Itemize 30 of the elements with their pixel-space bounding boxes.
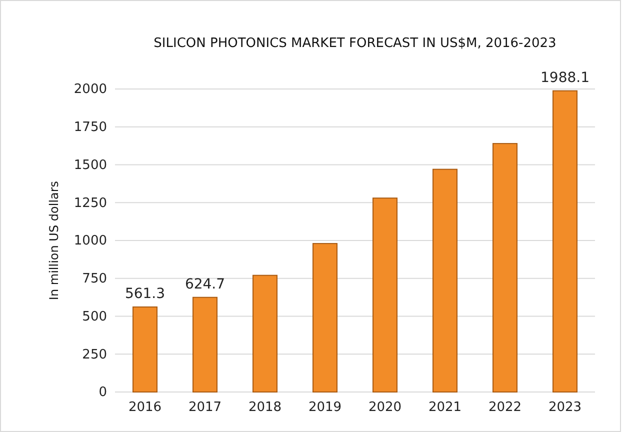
- bar: [312, 243, 338, 392]
- chart-title: SILICON PHOTONICS MARKET FORECAST IN US$M, 2016-2023: [154, 36, 556, 51]
- x-tick-label: 2019: [308, 400, 342, 416]
- y-tick-label: 750: [82, 272, 107, 287]
- bar: [132, 306, 158, 392]
- bar: [372, 198, 398, 392]
- x-tick-label: 2022: [488, 400, 522, 416]
- x-tick-label: 2020: [368, 400, 402, 416]
- bar: [192, 296, 218, 392]
- x-tick-label: 2021: [428, 400, 462, 416]
- y-tick-label: 1500: [74, 158, 107, 173]
- bar: [432, 168, 458, 392]
- data-label: 624.7: [184, 276, 226, 292]
- y-tick-label: 0: [98, 385, 107, 400]
- bar: [492, 143, 518, 392]
- data-label: 1988.1: [540, 70, 590, 86]
- y-tick-label: 2000: [74, 82, 107, 98]
- bar: [252, 274, 278, 392]
- y-tick-label: 500: [82, 309, 107, 324]
- x-tick-label: 2018: [248, 400, 282, 416]
- y-tick-label: 1750: [74, 120, 107, 136]
- x-tick-label: 2023: [548, 400, 582, 416]
- bar: [552, 90, 578, 392]
- y-tick-label: 250: [82, 347, 107, 362]
- y-tick-label: 1000: [74, 234, 107, 249]
- data-label: 561.3: [124, 286, 166, 302]
- x-tick-label: 2016: [128, 400, 162, 416]
- y-tick-label: 1250: [74, 196, 107, 211]
- y-axis-title: In million US dollars: [47, 180, 61, 300]
- x-tick-label: 2017: [188, 400, 222, 416]
